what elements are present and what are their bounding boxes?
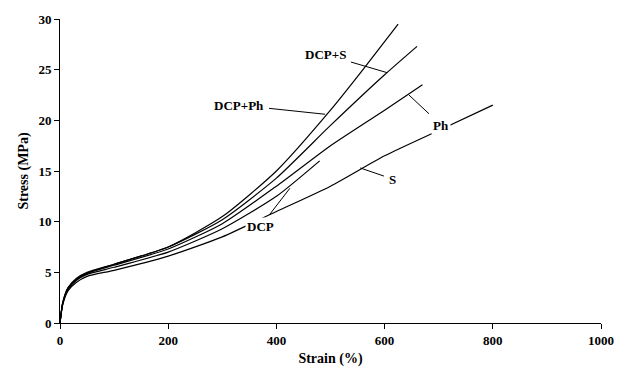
svg-text:Ph: Ph [433, 118, 449, 133]
svg-text:800: 800 [483, 333, 503, 348]
svg-text:DCP+S: DCP+S [305, 47, 346, 62]
svg-text:400: 400 [267, 333, 287, 348]
svg-text:600: 600 [375, 333, 395, 348]
svg-text:Strain (%): Strain (%) [298, 351, 363, 367]
svg-text:20: 20 [38, 113, 51, 128]
svg-text:1000: 1000 [588, 333, 614, 348]
svg-text:0: 0 [57, 333, 64, 348]
svg-text:DCP+Ph: DCP+Ph [214, 98, 264, 113]
svg-text:25: 25 [38, 62, 52, 77]
svg-text:5: 5 [45, 265, 52, 280]
svg-text:Stress (MPa): Stress (MPa) [16, 132, 32, 209]
svg-text:200: 200 [158, 333, 178, 348]
svg-text:S: S [389, 172, 396, 187]
svg-text:DCP: DCP [247, 219, 274, 234]
svg-text:10: 10 [38, 214, 51, 229]
svg-text:0: 0 [45, 316, 52, 331]
svg-text:30: 30 [38, 12, 51, 27]
svg-text:15: 15 [38, 164, 52, 179]
